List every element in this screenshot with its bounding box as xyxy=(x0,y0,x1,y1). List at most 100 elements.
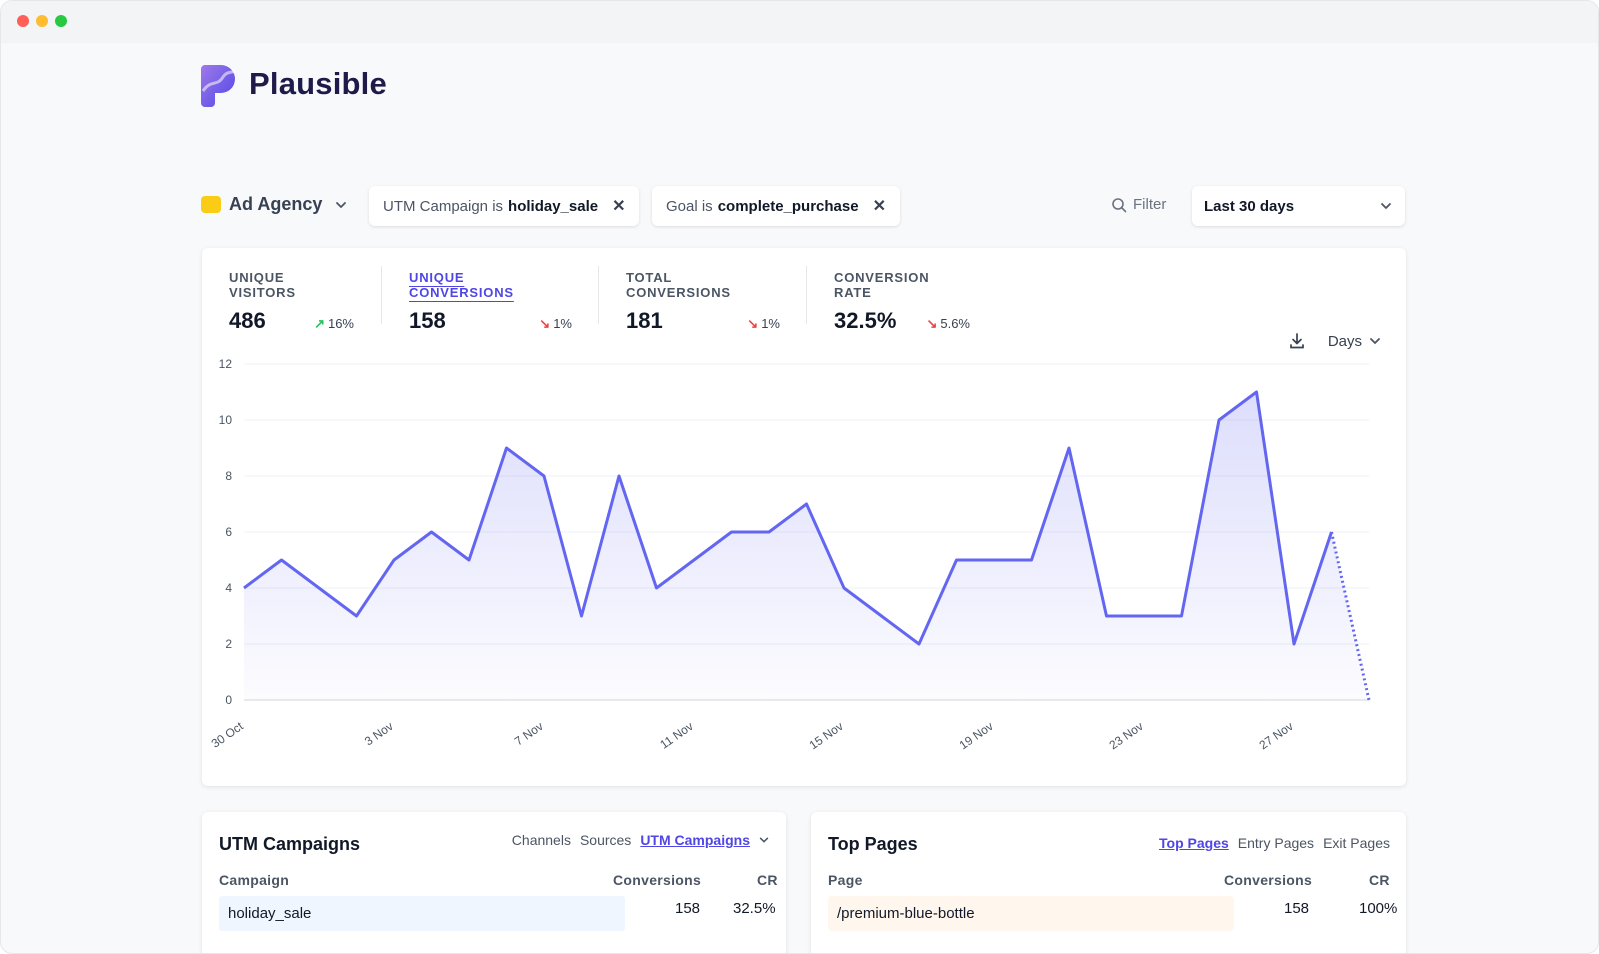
brand-logo[interactable]: Plausible xyxy=(201,61,387,107)
interval-dropdown[interactable]: Days xyxy=(1328,333,1382,350)
data-point[interactable] xyxy=(688,554,700,566)
row-bar xyxy=(828,896,1234,931)
data-point[interactable] xyxy=(463,554,475,566)
table-row-label[interactable]: holiday_sale xyxy=(228,905,312,922)
search-icon xyxy=(1112,197,1127,212)
stat-divider xyxy=(806,266,807,324)
x-tick-label: 11 Nov xyxy=(657,719,695,752)
site-name: Ad Agency xyxy=(229,194,323,214)
period-dropdown[interactable]: Last 30 days xyxy=(1192,186,1405,226)
filter-pill-prefix: Goal is xyxy=(666,197,713,215)
data-point[interactable] xyxy=(388,554,400,566)
data-point[interactable] xyxy=(801,498,813,510)
data-point[interactable] xyxy=(913,638,925,650)
arrow-up-icon: ↗ xyxy=(314,316,325,331)
data-point[interactable] xyxy=(1063,442,1075,454)
data-point[interactable] xyxy=(988,554,1000,566)
x-tick-label: 3 Nov xyxy=(362,719,396,748)
data-point[interactable] xyxy=(501,442,513,454)
main-graph-card: UNIQUE VISITORS 486 ↗ 16% UNIQUE CONVERSI… xyxy=(202,248,1406,786)
column-header-conversions: Conversions xyxy=(613,872,702,888)
y-tick-label: 0 xyxy=(225,693,232,707)
data-point[interactable] xyxy=(1101,610,1113,622)
x-tick-label: 19 Nov xyxy=(957,719,996,752)
data-point[interactable] xyxy=(1363,694,1375,706)
data-point[interactable] xyxy=(838,582,850,594)
panel-tabs: Top Pages Entry Pages Exit Pages xyxy=(1150,835,1390,851)
stat-value: 486 xyxy=(229,308,266,333)
filter-pill-goal[interactable]: Goal is complete_purchase ✕ xyxy=(652,186,900,226)
data-point[interactable] xyxy=(238,582,250,594)
top-pages-panel: Top Pages Top Pages Entry Pages Exit Pag… xyxy=(811,812,1406,953)
table-row-label[interactable]: /premium-blue-bottle xyxy=(837,905,975,922)
conversions-line-chart[interactable]: 0 2 4 6 8 10 12 30 Oct 3 Nov 7 Nov 11 Nov 15 Nov 19 … xyxy=(202,348,1406,786)
y-tick-label: 10 xyxy=(219,413,233,427)
remove-filter-close-icon[interactable]: ✕ xyxy=(872,198,886,215)
close-window-button[interactable] xyxy=(17,15,29,27)
data-point[interactable] xyxy=(1176,610,1188,622)
data-point[interactable] xyxy=(1138,610,1150,622)
data-point[interactable] xyxy=(313,582,325,594)
arrow-down-icon: ↘ xyxy=(747,316,759,331)
data-point[interactable] xyxy=(1213,414,1225,426)
stat-total-conversions[interactable]: TOTAL CONVERSIONS 181 ↘ 1% xyxy=(626,270,780,334)
data-point[interactable] xyxy=(763,526,775,538)
stat-divider xyxy=(598,266,599,324)
data-point[interactable] xyxy=(538,470,550,482)
site-switcher[interactable]: Ad Agency xyxy=(201,194,348,215)
stat-label: UNIQUE VISITORS xyxy=(229,270,296,300)
stat-conversion-rate[interactable]: CONVERSION RATE 32.5% ↘ 5.6% xyxy=(834,270,970,334)
data-point[interactable] xyxy=(1251,386,1263,398)
data-point[interactable] xyxy=(576,610,588,622)
table-row-conversions: 158 xyxy=(675,900,701,917)
stat-unique-visitors[interactable]: UNIQUE VISITORS 486 ↗ 16% xyxy=(229,270,354,334)
x-tick-label: 27 Nov xyxy=(1257,719,1296,752)
tab-top-pages[interactable]: Top Pages xyxy=(1159,835,1229,851)
chevron-down-icon[interactable] xyxy=(758,834,770,846)
tab-channels[interactable]: Channels xyxy=(511,832,571,848)
data-point[interactable] xyxy=(876,610,888,622)
data-point[interactable] xyxy=(351,610,363,622)
data-point[interactable] xyxy=(726,526,738,538)
minimize-window-button[interactable] xyxy=(36,15,48,27)
stat-unique-conversions[interactable]: UNIQUE CONVERSIONS 158 ↘ 1% xyxy=(409,270,572,334)
panel-title: Top Pages xyxy=(828,834,918,854)
tab-sources[interactable]: Sources xyxy=(579,832,632,848)
filter-pill-utm-campaign[interactable]: UTM Campaign is holiday_sale ✕ xyxy=(369,186,640,226)
download-icon[interactable] xyxy=(1288,332,1306,350)
data-point[interactable] xyxy=(426,526,438,538)
x-tick-label: 30 Oct xyxy=(209,719,247,751)
data-point[interactable] xyxy=(1288,638,1300,650)
data-point[interactable] xyxy=(613,470,625,482)
site-favicon-icon xyxy=(201,196,221,213)
filter-pill-value: complete_purchase xyxy=(717,197,859,215)
column-header-cr: CR xyxy=(1369,872,1390,888)
maximize-window-button[interactable] xyxy=(55,15,67,27)
y-tick-label: 4 xyxy=(225,581,232,595)
table-row-cr: 32.5% xyxy=(733,900,776,917)
tab-entry-pages[interactable]: Entry Pages xyxy=(1237,835,1315,851)
filter-button[interactable]: Filter xyxy=(1111,196,1166,213)
data-point[interactable] xyxy=(276,554,288,566)
stat-value: 158 xyxy=(409,308,446,333)
plausible-logo-icon xyxy=(201,65,236,107)
panel-tabs: Channels Sources UTM Campaigns xyxy=(503,832,770,848)
y-tick-label: 2 xyxy=(225,637,232,651)
series-line-partial xyxy=(1330,531,1371,701)
remove-filter-close-icon[interactable]: ✕ xyxy=(612,198,626,215)
column-header-page: Page xyxy=(828,872,863,888)
tab-exit-pages[interactable]: Exit Pages xyxy=(1323,835,1390,851)
utm-campaigns-panel: UTM Campaigns Channels Sources UTM Campa… xyxy=(202,812,786,953)
stat-label: TOTAL CONVERSIONS xyxy=(626,270,731,300)
column-header-cr: CR xyxy=(757,872,778,888)
period-label: Last 30 days xyxy=(1204,197,1295,215)
tab-utm-campaigns[interactable]: UTM Campaigns xyxy=(640,832,750,848)
panel-title: UTM Campaigns xyxy=(219,834,361,854)
data-point[interactable] xyxy=(1326,526,1338,538)
data-point[interactable] xyxy=(951,554,963,566)
data-point[interactable] xyxy=(651,582,663,594)
data-point[interactable] xyxy=(1026,554,1038,566)
window-titlebar xyxy=(1,1,1598,43)
series-area xyxy=(244,392,1369,700)
